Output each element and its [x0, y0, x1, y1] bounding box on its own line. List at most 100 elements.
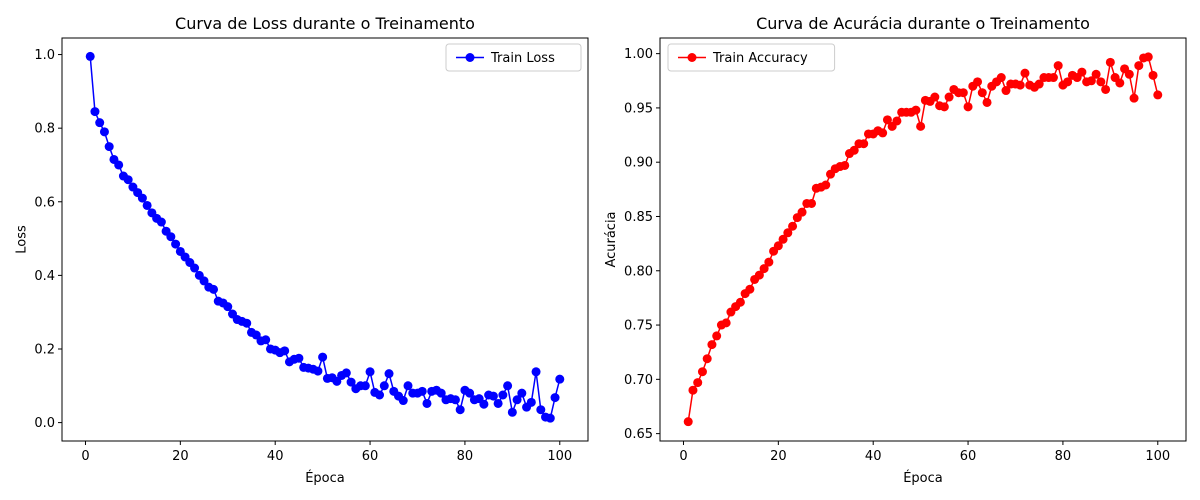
data-point	[1153, 90, 1163, 100]
data-point	[403, 381, 413, 391]
data-point	[90, 107, 100, 117]
data-point	[137, 193, 147, 203]
data-point	[1020, 68, 1030, 78]
legend-box	[445, 43, 582, 72]
data-point	[707, 340, 717, 350]
x-tick-label: 60	[362, 449, 379, 464]
data-point	[142, 200, 152, 210]
data-point	[778, 234, 788, 244]
data-point	[104, 142, 114, 152]
data-point	[190, 263, 200, 273]
data-point	[759, 264, 769, 274]
data-point	[1096, 77, 1106, 87]
y-tick-label: 0.70	[624, 373, 653, 388]
data-point	[697, 367, 707, 377]
chart-title: Curva de Loss durante o Treinamento	[175, 14, 475, 33]
data-point	[1148, 70, 1158, 80]
data-point	[242, 318, 252, 328]
data-point	[85, 51, 95, 61]
x-axis-label: Época	[305, 470, 345, 486]
data-point	[379, 381, 389, 391]
data-point	[517, 388, 527, 398]
data-point	[1077, 67, 1087, 77]
y-tick-label: 0.6	[34, 195, 55, 210]
data-point	[788, 221, 798, 231]
data-point	[1001, 86, 1011, 96]
data-point	[479, 399, 489, 409]
data-point	[550, 393, 560, 403]
data-point	[455, 405, 465, 415]
data-point	[735, 297, 745, 307]
data-point	[1134, 61, 1144, 71]
data-point	[503, 381, 513, 391]
data-point	[384, 369, 394, 379]
data-point	[892, 116, 902, 126]
y-tick-label: 0.85	[624, 210, 653, 225]
data-point	[555, 374, 565, 384]
data-point	[882, 115, 892, 125]
x-tick-label: 0	[81, 449, 89, 464]
data-point	[526, 397, 536, 407]
data-point	[911, 105, 921, 115]
legend-label: Train Loss	[490, 51, 555, 66]
data-point	[156, 217, 166, 227]
legend-marker	[465, 53, 475, 62]
data-point	[702, 354, 712, 364]
data-point	[996, 73, 1006, 83]
data-point	[95, 118, 105, 128]
data-point	[683, 417, 693, 427]
data-point	[1091, 69, 1101, 79]
y-tick-label: 0.80	[624, 264, 653, 279]
data-point	[123, 175, 133, 185]
data-point	[417, 386, 427, 396]
x-tick-label: 20	[770, 449, 787, 464]
data-point	[536, 405, 546, 415]
data-point	[859, 139, 869, 149]
x-tick-label: 60	[960, 449, 977, 464]
x-tick-label: 100	[1145, 449, 1170, 464]
data-point	[436, 388, 446, 398]
data-point	[166, 232, 176, 242]
data-point	[963, 102, 973, 112]
data-point	[209, 284, 219, 294]
data-point	[507, 407, 517, 417]
data-point	[797, 207, 807, 217]
y-tick-label: 0.4	[34, 269, 55, 284]
data-point	[422, 398, 432, 408]
data-point	[171, 239, 181, 249]
x-tick-label: 0	[679, 449, 687, 464]
data-point	[754, 270, 764, 280]
data-point	[878, 128, 888, 138]
data-point	[346, 377, 356, 387]
data-point	[721, 318, 731, 328]
data-point	[261, 335, 271, 345]
data-point	[916, 121, 926, 131]
data-point	[973, 77, 983, 87]
y-tick-label: 0.0	[34, 416, 55, 431]
y-axis-label: Loss	[14, 225, 29, 254]
data-point	[712, 331, 722, 341]
legend: Train Accuracy	[667, 43, 836, 72]
loss-chart-panel: 0 20 40 60 80 100 0.0 0.2 0.4 0.6 0.8 1.0 Curva de L…	[14, 14, 589, 486]
data-point	[977, 88, 987, 98]
data-point	[773, 241, 783, 251]
data-point	[821, 180, 831, 190]
series-line	[89, 56, 561, 420]
data-point	[360, 381, 370, 391]
data-point	[318, 352, 328, 362]
x-tick-label: 40	[865, 449, 882, 464]
y-tick-label: 0.65	[624, 427, 653, 442]
data-point	[1086, 76, 1096, 86]
data-point	[512, 395, 522, 405]
x-tick-label: 80	[457, 449, 474, 464]
data-point	[398, 396, 408, 406]
data-point	[939, 102, 949, 112]
data-point	[280, 346, 290, 356]
data-point	[930, 92, 940, 102]
data-point	[1053, 61, 1063, 71]
data-point	[1143, 52, 1153, 62]
x-axis-label: Época	[903, 470, 943, 486]
data-point	[450, 395, 460, 405]
data-point	[693, 378, 703, 388]
